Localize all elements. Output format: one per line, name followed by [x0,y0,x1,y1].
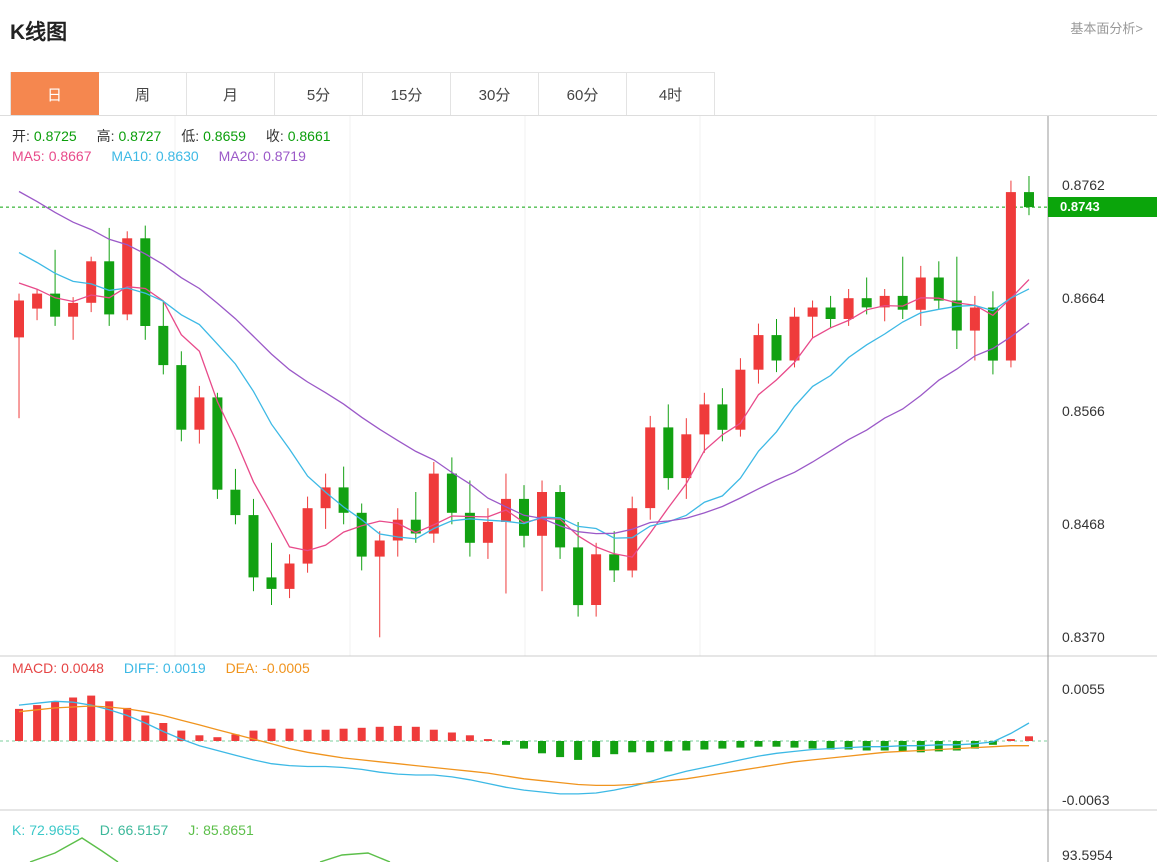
ma20-label: MA20: [218,148,260,164]
fundamental-analysis-link[interactable]: 基本面分析> [1070,21,1143,36]
ma10-value: 0.8630 [155,148,199,164]
ma5-label: MA5: [12,148,45,164]
tab-30min[interactable]: 30分 [451,72,539,115]
high-label: 高: [96,128,115,144]
open-label: 开: [12,128,30,144]
d-label: D: [99,822,114,838]
period-tab-bar: 日周月 5分 15分 30分 60分 4时 [0,72,1157,116]
tab-15min[interactable]: 15分 [363,72,451,115]
price-axis-label: 0.8566 [1062,403,1105,419]
price-axis-label: 0.8762 [1062,177,1105,193]
tab-month[interactable]: 月 [187,72,275,115]
tab-5min[interactable]: 5分 [275,72,363,115]
j-value: 85.8651 [203,822,254,838]
ma5-value: 0.8667 [48,148,92,164]
kline-chart-canvas[interactable] [0,116,1157,862]
ohlc-legend: 开: 0.8725 高: 0.8727 低: 0.8659 收: 0.8661 [12,126,335,146]
price-axis-label: 0.8664 [1062,290,1105,306]
low-value: 0.8659 [203,128,246,144]
page-title: K线图 [10,21,68,44]
macd-label: MACD: [12,660,58,676]
open-value: 0.8725 [33,128,77,144]
page-header: K线图 基本面分析> [0,0,1157,72]
tab-60min[interactable]: 60分 [539,72,627,115]
tab-week[interactable]: 周 [99,72,187,115]
chart-area: 开: 0.8725 高: 0.8727 低: 0.8659 收: 0.8661 MA5:… [0,116,1157,862]
k-label: K: [12,822,26,838]
close-value: 0.8661 [287,128,331,144]
price-axis-label: 0.8370 [1062,629,1105,645]
d-value: 66.5157 [117,822,169,838]
diff-value: 0.0019 [162,660,206,676]
dea-label: DEA: [225,660,259,676]
tab-4hour[interactable]: 4时 [627,72,715,115]
price-axis-label: 0.8468 [1062,516,1105,532]
kdj-axis-label: 93.5954 [1062,847,1113,862]
current-price-badge: 0.8743 [1048,197,1157,217]
ma10-label: MA10: [111,148,152,164]
high-value: 0.8727 [118,128,162,144]
ma-legend: MA5: 0.8667 MA10: 0.8630 MA20: 0.8719 [12,148,310,164]
period-tabs: 日周月 5分 15分 30分 60分 4时 [10,72,715,115]
k-value: 72.9655 [29,822,80,838]
low-label: 低: [181,128,200,144]
tab-day[interactable]: 日 [11,72,99,115]
macd-axis-label: -0.0063 [1062,792,1110,808]
macd-value: 0.0048 [61,660,104,676]
macd-legend: MACD: 0.0048 DIFF: 0.0019 DEA: -0.0005 [12,660,314,676]
close-label: 收: [265,128,284,144]
diff-label: DIFF: [123,660,159,676]
j-label: J: [188,822,200,838]
macd-axis-label: 0.0055 [1062,681,1105,697]
dea-value: -0.0005 [262,660,310,676]
kdj-legend: K: 72.9655 D: 66.5157 J: 85.8651 [12,822,258,838]
ma20-value: 0.8719 [263,148,306,164]
